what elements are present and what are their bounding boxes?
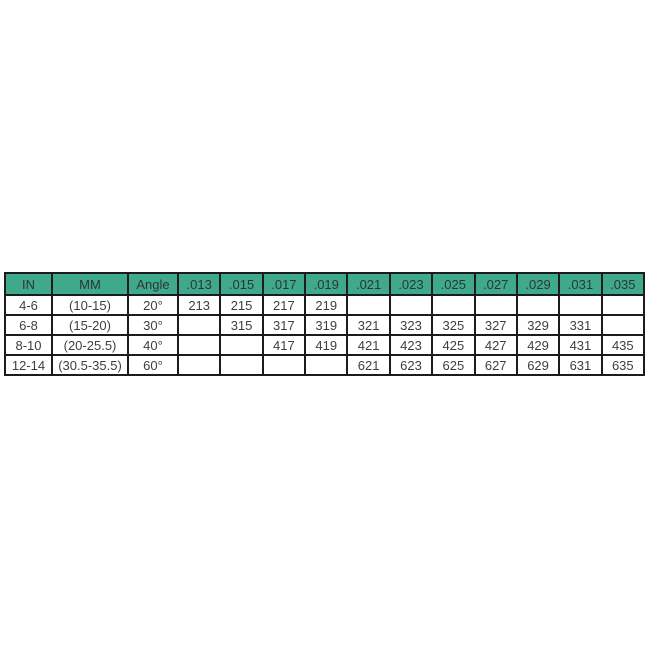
cell-size: 325: [431, 314, 476, 336]
table-row: 6-8 (15-20) 30° 315 317 319 321 323 325 327 329 331: [4, 314, 646, 336]
cell-size: [219, 354, 264, 376]
column-header-017: .017: [261, 272, 307, 296]
cell-size: 629: [515, 354, 561, 376]
column-header-025: .025: [431, 272, 476, 296]
cell-in: 4-6: [4, 294, 53, 316]
column-header-029: .029: [515, 272, 561, 296]
cell-size: 423: [388, 334, 434, 356]
cell-size: 625: [431, 354, 476, 376]
cell-size: 429: [515, 334, 561, 356]
cell-size: [176, 314, 222, 336]
cell-size: 425: [431, 334, 476, 356]
header-row: IN MM Angle .013.015.017.019.021.023.025.02…: [4, 272, 646, 296]
cell-angle: 40°: [127, 334, 179, 356]
cell-size: 421: [346, 334, 391, 356]
cell-size: [431, 294, 476, 316]
table-row: 12-14 (30.5-35.5) 60° 621 623 625 627 629 631 635: [4, 354, 646, 376]
cell-size: [600, 314, 646, 336]
cell-mm: (20-25.5): [51, 334, 129, 356]
cell-size: 431: [558, 334, 603, 356]
table-body: 4-6 (10-15) 20° 213 215 217 219 6-8 (15-20) 30° 31…: [4, 294, 646, 376]
cell-size: [219, 334, 264, 356]
cell-size: 427: [473, 334, 518, 356]
table-header: IN MM Angle .013.015.017.019.021.023.025.02…: [4, 272, 646, 296]
cell-size: 319: [304, 314, 349, 336]
cell-size: [388, 294, 434, 316]
cell-size: 213: [176, 294, 222, 316]
cell-in: 8-10: [4, 334, 53, 356]
cell-size: 623: [388, 354, 434, 376]
cell-size: 635: [600, 354, 646, 376]
cell-angle: 60°: [127, 354, 179, 376]
cell-size: 419: [304, 334, 349, 356]
cell-size: 219: [304, 294, 349, 316]
cell-angle: 30°: [127, 314, 179, 336]
cell-size: 327: [473, 314, 518, 336]
cell-size: 417: [261, 334, 307, 356]
cell-in: 12-14: [4, 354, 53, 376]
cell-size: [176, 334, 222, 356]
cell-size: 215: [219, 294, 264, 316]
column-header-019: .019: [304, 272, 349, 296]
column-header-013: .013: [176, 272, 222, 296]
cell-size: [515, 294, 561, 316]
cell-size: 217: [261, 294, 307, 316]
cell-mm: (15-20): [51, 314, 129, 336]
table-row: 8-10 (20-25.5) 40° 417 419 421 423 425 427 429 431…: [4, 334, 646, 356]
table-row: 4-6 (10-15) 20° 213 215 217 219: [4, 294, 646, 316]
column-header-023: .023: [388, 272, 434, 296]
column-header-in: IN: [4, 272, 53, 296]
cell-size: [261, 354, 307, 376]
column-header-035: .035: [600, 272, 646, 296]
size-chart-table: IN MM Angle .013.015.017.019.021.023.025.02…: [4, 272, 646, 376]
cell-size: 631: [558, 354, 603, 376]
column-header-021: .021: [346, 272, 391, 296]
column-header-027: .027: [473, 272, 518, 296]
column-header-angle: Angle: [127, 272, 179, 296]
cell-size: 627: [473, 354, 518, 376]
column-header-015: .015: [219, 272, 264, 296]
cell-size: 315: [219, 314, 264, 336]
cell-size: [600, 294, 646, 316]
cell-mm: (30.5-35.5): [51, 354, 129, 376]
cell-size: 321: [346, 314, 391, 336]
cell-size: [558, 294, 603, 316]
cell-angle: 20°: [127, 294, 179, 316]
cell-size: 435: [600, 334, 646, 356]
cell-size: [304, 354, 349, 376]
cell-size: [176, 354, 222, 376]
cell-size: 331: [558, 314, 603, 336]
cell-in: 6-8: [4, 314, 53, 336]
cell-size: [346, 294, 391, 316]
cell-size: 323: [388, 314, 434, 336]
cell-size: [473, 294, 518, 316]
cell-mm: (10-15): [51, 294, 129, 316]
column-header-031: .031: [558, 272, 603, 296]
column-header-mm: MM: [51, 272, 129, 296]
cell-size: 621: [346, 354, 391, 376]
cell-size: 329: [515, 314, 561, 336]
cell-size: 317: [261, 314, 307, 336]
